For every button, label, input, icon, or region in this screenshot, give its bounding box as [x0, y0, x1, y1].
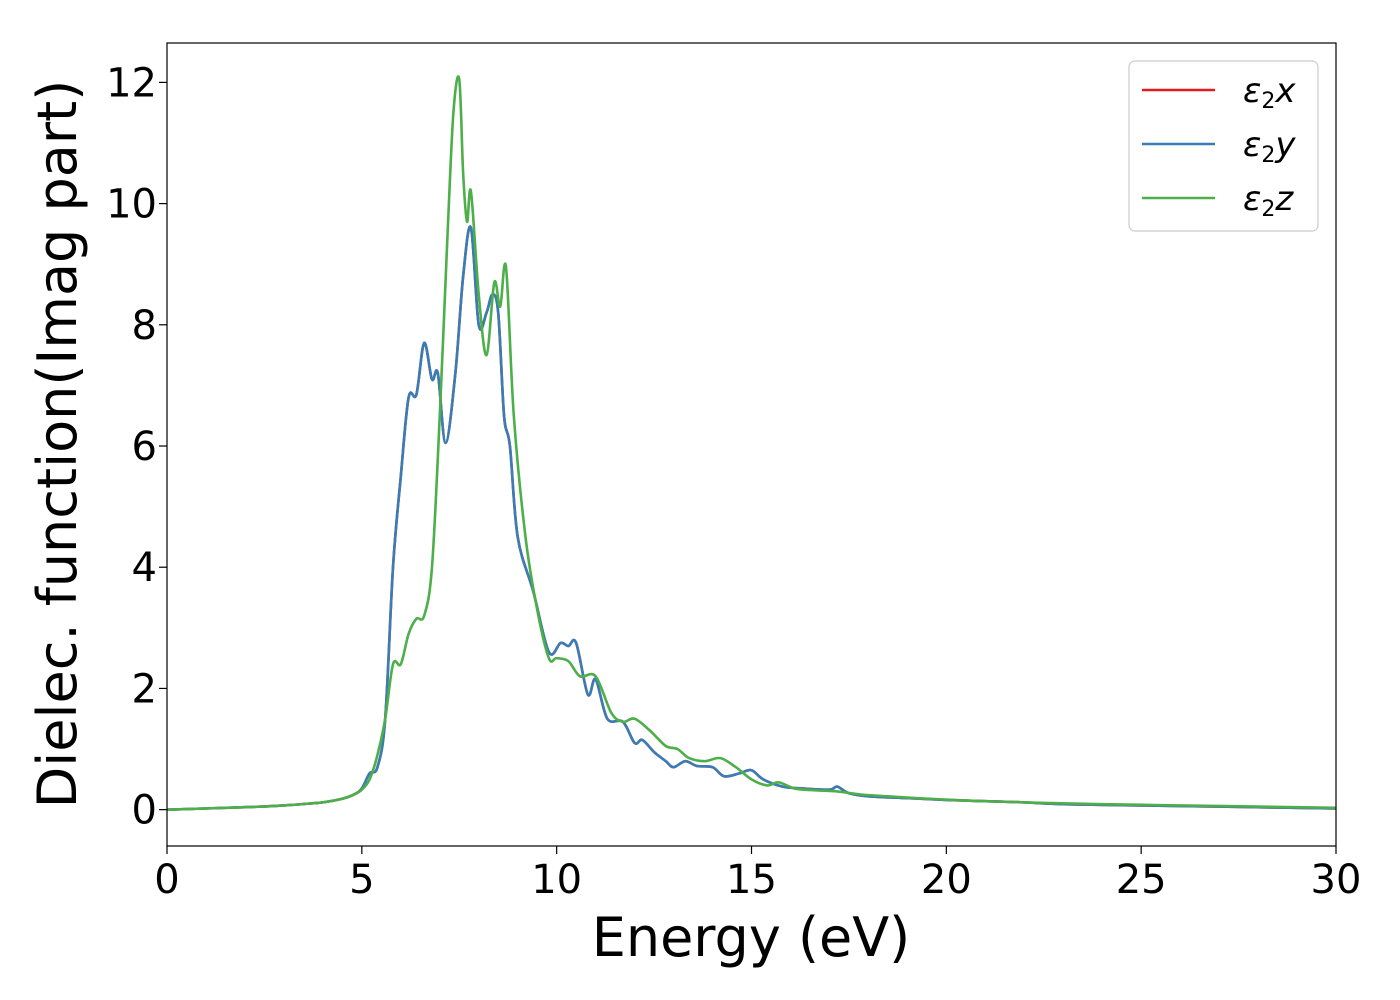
y-tick-label: 4	[132, 545, 157, 591]
legend-label-suffix: x	[1274, 71, 1296, 111]
x-tick-label: 15	[726, 857, 777, 903]
y-tick-label: 6	[132, 424, 157, 470]
legend-label-subscript: 2	[1261, 143, 1275, 168]
x-tick-label: 0	[154, 857, 179, 903]
legend-label-subscript: 2	[1261, 89, 1275, 114]
x-axis-label: Energy (eV)	[592, 906, 911, 969]
y-tick-label: 10	[106, 182, 157, 228]
y-tick-label: 12	[106, 60, 157, 106]
legend-label-base: ε	[1243, 179, 1261, 219]
x-tick-label: 5	[349, 857, 374, 903]
legend-label-base: ε	[1243, 125, 1261, 165]
legend-label-suffix: z	[1274, 179, 1294, 219]
legend-label-x: ε2x	[1243, 71, 1296, 114]
y-axis-label: Dielec. function(Imag part)	[26, 80, 89, 809]
y-tick-label: 8	[132, 303, 157, 349]
legend-label-z: ε2z	[1243, 179, 1294, 222]
legend-label-subscript: 2	[1261, 197, 1275, 222]
x-tick-label: 10	[531, 857, 582, 903]
x-tick-label: 30	[1311, 857, 1362, 903]
series-line-z	[167, 75, 1336, 811]
y-tick-label: 2	[132, 666, 157, 712]
y-tick-label: 0	[132, 788, 157, 834]
x-tick-label: 25	[1116, 857, 1167, 903]
y-axis-ticks: 0 2 4 6 8 10 12	[106, 60, 167, 834]
legend-label-suffix: y	[1274, 125, 1296, 165]
series-line-y	[167, 225, 1336, 811]
legend-label-base: ε	[1243, 71, 1261, 111]
x-tick-label: 20	[921, 857, 972, 903]
legend-label-y: ε2y	[1243, 125, 1296, 168]
legend-frame	[1128, 60, 1319, 232]
series-layer	[167, 75, 1336, 811]
x-axis-ticks: 0 5 10 15 20 25 30	[154, 846, 1361, 903]
